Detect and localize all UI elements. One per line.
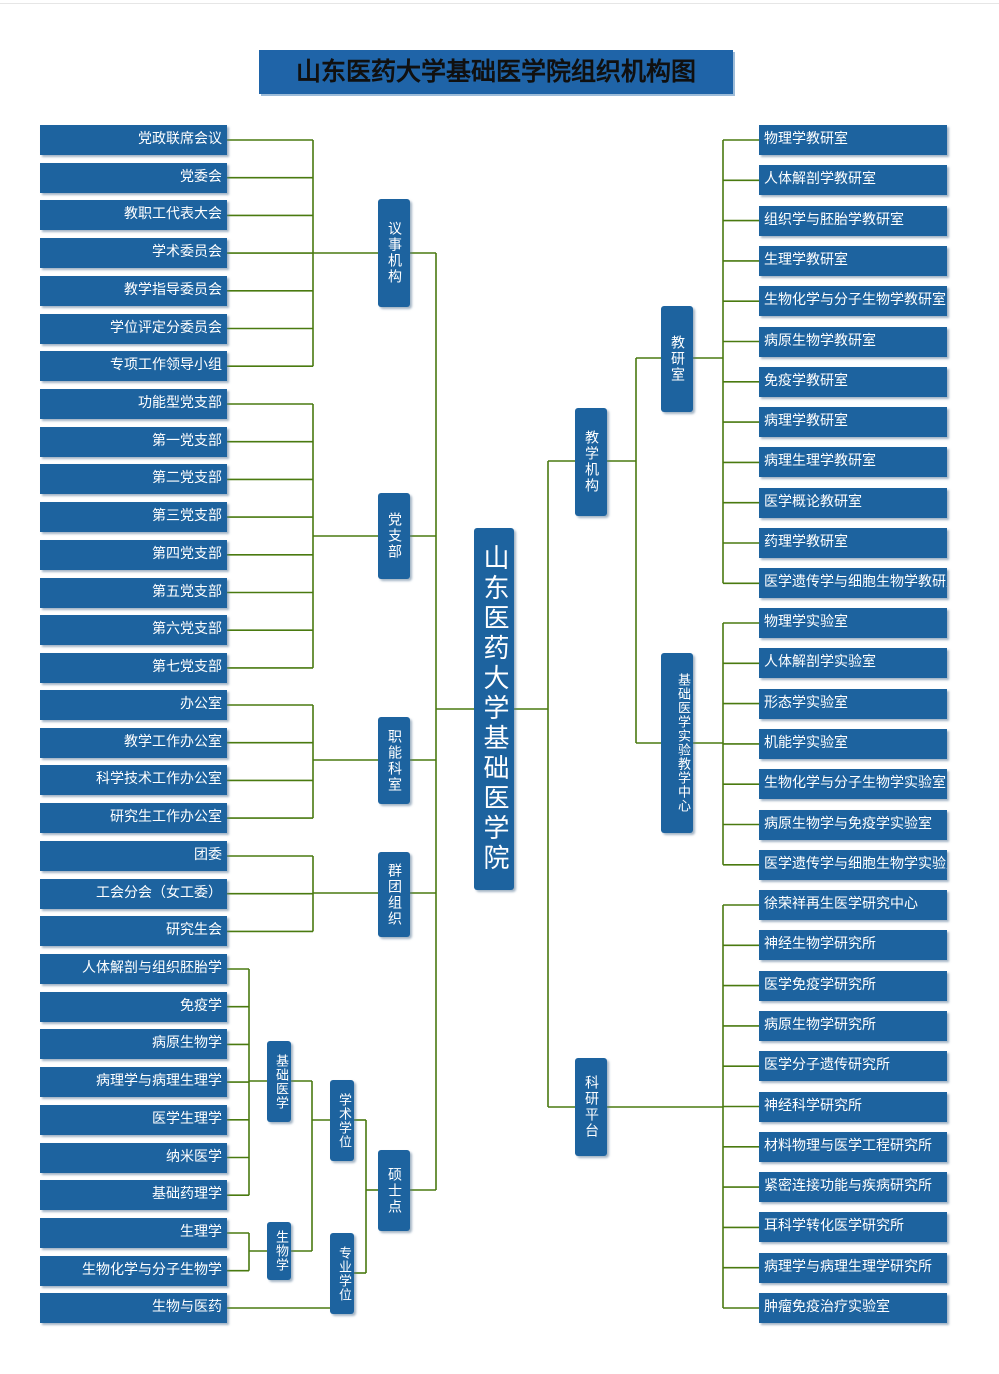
node-yishi[interactable]: 议事机构: [378, 199, 410, 307]
yishi-item-box[interactable]: 党政联席会议: [40, 125, 227, 155]
node-shuoshi[interactable]: 硕士点: [378, 1150, 410, 1231]
dangzhibu-item-box[interactable]: 第四党支部: [40, 539, 227, 570]
chart-title: 山东医药大学基础医学院组织机构图: [259, 50, 733, 94]
keyan-item-box[interactable]: 紧密连接功能与疾病研究所: [759, 1172, 947, 1203]
keyan-item-box[interactable]: 耳科学转化医学研究所: [759, 1212, 947, 1243]
quntuan-item-box[interactable]: 工会分会（女工委）: [40, 878, 227, 909]
jiaoyanshi-item-box[interactable]: 物理学教研室: [759, 125, 947, 155]
shiyan-item-box[interactable]: 机能学实验室: [759, 728, 947, 759]
node-zhineng[interactable]: 职能科室: [378, 717, 410, 804]
node-shengwu[interactable]: 生物学: [267, 1222, 291, 1280]
shiyan-item-box[interactable]: 医学遗传学与细胞生物学实验室: [759, 849, 947, 880]
node-shiyan[interactable]: 基础医学实验教学中心: [661, 653, 693, 833]
zhineng-item-box[interactable]: 办公室: [40, 690, 227, 720]
jiaoyanshi-item-box[interactable]: 免疫学教研室: [759, 366, 947, 397]
yishi-item-box[interactable]: 教职工代表大会: [40, 200, 227, 231]
jiaoyanshi-item-box[interactable]: 人体解剖学教研室: [759, 165, 947, 196]
dangzhibu-item-box[interactable]: 第三党支部: [40, 502, 227, 533]
dangzhibu-item-box[interactable]: 功能型党支部: [40, 389, 227, 419]
yishi-item-box[interactable]: 党委会: [40, 162, 227, 193]
node-jiaoyanshi[interactable]: 教研室: [661, 306, 693, 412]
jiaoyanshi-item-box[interactable]: 生理学教研室: [759, 245, 947, 276]
keyan-item-box[interactable]: 医学分子遗传研究所: [759, 1051, 947, 1082]
node-xueshu[interactable]: 学术学位: [330, 1080, 354, 1161]
jiaoyanshi-item-box[interactable]: 病理学教研室: [759, 407, 947, 438]
node-zhuanye[interactable]: 专业学位: [330, 1233, 354, 1314]
keyan-item-box[interactable]: 肿瘤免疫治疗实验室: [759, 1293, 947, 1323]
shiyan-item-box[interactable]: 病原生物学与免疫学实验室: [759, 809, 947, 840]
zhineng-item-box[interactable]: 教学工作办公室: [40, 727, 227, 758]
jichu-item-box[interactable]: 人体解剖与组织胚胎学: [40, 954, 227, 984]
jiaoyanshi-item-box[interactable]: 医学遗传学与细胞生物学教研室: [759, 568, 947, 599]
dangzhibu-item-box[interactable]: 第六党支部: [40, 615, 227, 646]
dangzhibu-item-box[interactable]: 第一党支部: [40, 426, 227, 457]
yishi-item-box[interactable]: 学术委员会: [40, 238, 227, 269]
keyan-item-box[interactable]: 神经科学研究所: [759, 1091, 947, 1122]
yishi-item-box[interactable]: 学位评定分委员会: [40, 313, 227, 344]
node-dangzhibu[interactable]: 党支部: [378, 493, 410, 579]
dangzhibu-item-box[interactable]: 第二党支部: [40, 464, 227, 495]
quntuan-item-box[interactable]: 团委: [40, 841, 227, 871]
yishi-item-box[interactable]: 教学指导委员会: [40, 275, 227, 306]
shiyan-item-box[interactable]: 物理学实验室: [759, 608, 947, 638]
dangzhibu-item-box[interactable]: 第五党支部: [40, 577, 227, 608]
shengwu-item-box[interactable]: 生理学: [40, 1218, 227, 1248]
node-center[interactable]: 山东医药大学基础医学院: [474, 528, 514, 890]
jichu-item-box[interactable]: 纳米医学: [40, 1142, 227, 1173]
shengwu-item-box[interactable]: 生物化学与分子生物学: [40, 1255, 227, 1286]
node-quntuan[interactable]: 群团组织: [378, 852, 410, 937]
jiaoyanshi-item-box[interactable]: 医学概论教研室: [759, 487, 947, 518]
node-jichu[interactable]: 基础医学: [267, 1041, 291, 1122]
jiaoyanshi-item-box[interactable]: 组织学与胚胎学教研室: [759, 205, 947, 236]
jiaoyanshi-item-box[interactable]: 病理生理学教研室: [759, 447, 947, 478]
jichu-item-box[interactable]: 医学生理学: [40, 1104, 227, 1135]
node-keyan[interactable]: 科研平台: [575, 1058, 607, 1156]
jichu-item-box[interactable]: 病理学与病理生理学: [40, 1067, 227, 1098]
jiaoyanshi-item-box[interactable]: 药理学教研室: [759, 528, 947, 558]
keyan-item-box[interactable]: 徐荣祥再生医学研究中心: [759, 890, 947, 920]
keyan-item-box[interactable]: 材料物理与医学工程研究所: [759, 1131, 947, 1162]
jiaoyanshi-item-box[interactable]: 生物化学与分子生物学教研室: [759, 286, 947, 317]
node-jiaoxue[interactable]: 教学机构: [575, 408, 607, 516]
keyan-item-box[interactable]: 神经生物学研究所: [759, 930, 947, 961]
dangzhibu-item-box[interactable]: 第七党支部: [40, 652, 227, 683]
keyan-item-box[interactable]: 病原生物学研究所: [759, 1010, 947, 1041]
shiyan-item-box[interactable]: 生物化学与分子生物学实验室: [759, 769, 947, 800]
top-border-line: [0, 3, 999, 4]
zhineng-item-box[interactable]: 研究生工作办公室: [40, 803, 227, 834]
zhuanye-item-box[interactable]: 生物与医药: [40, 1293, 227, 1323]
shiyan-item-box[interactable]: 人体解剖学实验室: [759, 648, 947, 679]
quntuan-item-box[interactable]: 研究生会: [40, 916, 227, 947]
zhineng-item-box[interactable]: 科学技术工作办公室: [40, 765, 227, 796]
jichu-item-box[interactable]: 基础药理学: [40, 1180, 227, 1211]
yishi-item-box[interactable]: 专项工作领导小组: [40, 351, 227, 382]
shiyan-item-box[interactable]: 形态学实验室: [759, 688, 947, 719]
jiaoyanshi-item-box[interactable]: 病原生物学教研室: [759, 326, 947, 357]
keyan-item-box[interactable]: 医学免疫学研究所: [759, 970, 947, 1001]
keyan-item-box[interactable]: 病理学与病理生理学研究所: [759, 1252, 947, 1283]
jichu-item-box[interactable]: 病原生物学: [40, 1029, 227, 1060]
jichu-item-box[interactable]: 免疫学: [40, 991, 227, 1022]
